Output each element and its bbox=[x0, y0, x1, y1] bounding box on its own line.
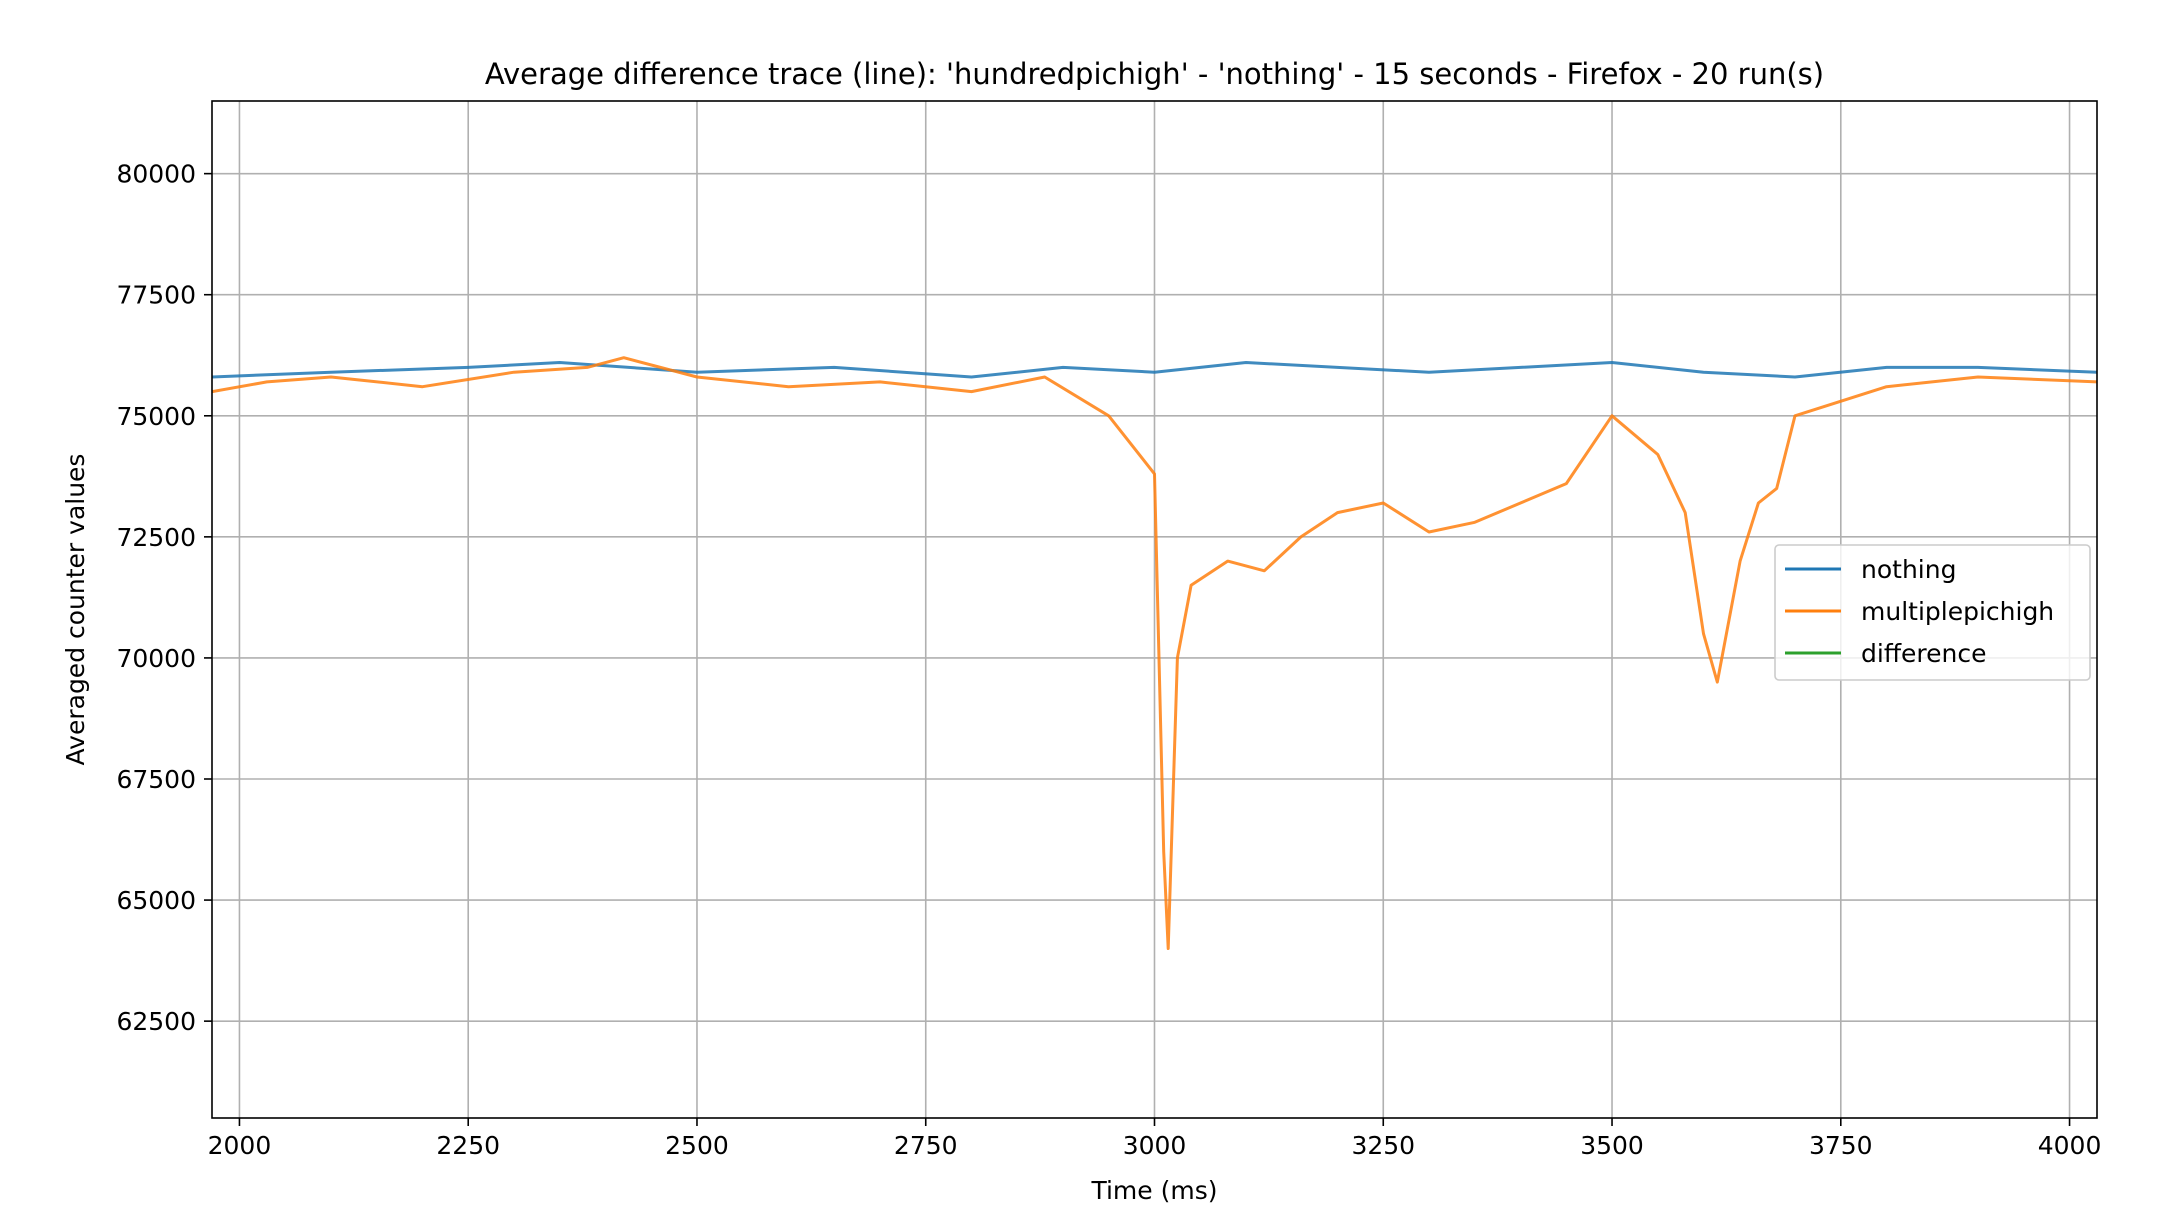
x-tick-label: 2000 bbox=[208, 1131, 272, 1160]
y-tick-label: 75000 bbox=[116, 402, 196, 431]
x-tick-label: 3500 bbox=[1580, 1131, 1644, 1160]
axis-ticks: 2000 2250 2500 2750 3000 3250 3500 3750 4000 6250… bbox=[116, 160, 2101, 1160]
chart-title: Average difference trace (line): 'hundre… bbox=[485, 57, 1824, 91]
y-tick-label: 62500 bbox=[116, 1007, 196, 1036]
x-tick-label: 4000 bbox=[2038, 1131, 2102, 1160]
x-tick-label: 2500 bbox=[665, 1131, 729, 1160]
legend-box bbox=[1774, 544, 2091, 681]
y-tick-label: 65000 bbox=[116, 886, 196, 915]
x-tick-label: 3000 bbox=[1123, 1131, 1187, 1160]
x-tick-label: 3250 bbox=[1351, 1131, 1415, 1160]
grid bbox=[212, 101, 2097, 1118]
x-tick-label: 2250 bbox=[436, 1131, 500, 1160]
series-line-multiplepichigh bbox=[212, 356, 2097, 950]
y-axis-title: Averaged counter values bbox=[61, 454, 90, 766]
y-tick-label: 80000 bbox=[116, 160, 196, 189]
legend-label: multiplepichigh bbox=[1861, 597, 2054, 626]
x-tick-label: 2750 bbox=[894, 1131, 958, 1160]
series-line-nothing bbox=[212, 361, 2097, 379]
legend-label: difference bbox=[1861, 639, 1987, 668]
y-tick-label: 72500 bbox=[116, 523, 196, 552]
y-tick-label: 77500 bbox=[116, 281, 196, 310]
y-tick-label: 70000 bbox=[116, 644, 196, 673]
x-axis-title: Time (ms) bbox=[1090, 1176, 1217, 1205]
plot-lines bbox=[212, 356, 2097, 950]
legend: nothing multiplepichigh difference bbox=[1774, 544, 2091, 681]
x-tick-label: 3750 bbox=[1809, 1131, 1873, 1160]
y-tick-label: 67500 bbox=[116, 765, 196, 794]
legend-label: nothing bbox=[1861, 555, 1956, 584]
